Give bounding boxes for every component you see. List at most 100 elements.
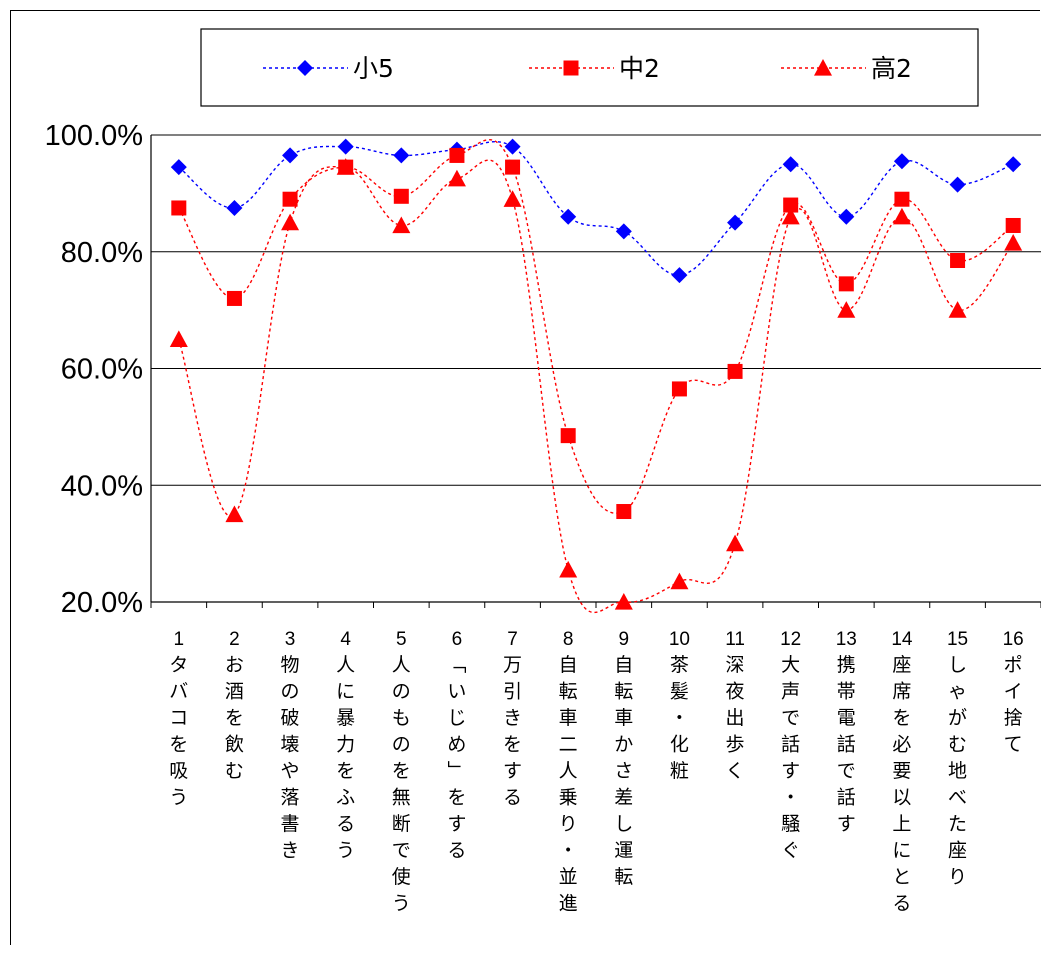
data-point-diamond — [282, 147, 299, 164]
x-category-char: る — [447, 840, 466, 862]
x-category-char: 車 — [614, 707, 633, 729]
legend-marker-diamond — [297, 60, 313, 76]
data-point-diamond — [838, 208, 855, 225]
x-category-char: 髪 — [670, 681, 689, 703]
data-point-square — [950, 253, 966, 269]
x-category-char: 声 — [781, 681, 800, 703]
x-category-char: 地 — [948, 760, 967, 782]
x-category-char: り — [559, 813, 578, 835]
y-tick-label: 100.0% — [45, 120, 143, 152]
x-category-char: 歩 — [726, 734, 745, 756]
x-category-char: ・ — [670, 707, 689, 729]
data-point-square — [894, 191, 910, 207]
data-point-triangle — [169, 330, 188, 347]
x-category-char: の — [392, 681, 411, 703]
x-category-char: 化 — [670, 734, 689, 756]
x-category-char: む — [948, 734, 967, 756]
x-category-char: 落 — [281, 787, 300, 809]
x-category-number: 1 — [174, 629, 185, 650]
x-category-char: で — [392, 840, 411, 862]
data-point-square — [171, 200, 187, 216]
data-point-square — [1005, 217, 1021, 233]
data-point-triangle — [726, 534, 745, 552]
x-category-char: た — [948, 813, 967, 835]
y-tick-label: 20.0% — [61, 587, 143, 619]
x-category-char: 吸 — [169, 760, 188, 782]
x-category-char: 粧 — [670, 760, 689, 782]
x-category-char: 夜 — [726, 681, 745, 703]
x-category-number: 2 — [229, 629, 240, 650]
x-category-char: 」 — [445, 760, 467, 779]
x-category-char: と — [892, 866, 911, 888]
data-point-diamond — [393, 147, 410, 164]
data-point-square — [671, 381, 687, 397]
x-category-char: 座 — [892, 654, 911, 676]
x-category-char: を — [392, 760, 411, 782]
x-category-number: 12 — [780, 629, 801, 650]
x-category-char: 暴 — [336, 707, 355, 729]
data-point-diamond — [337, 138, 354, 155]
data-point-diamond — [560, 208, 577, 225]
x-category-char: る — [336, 813, 355, 835]
x-category-char: む — [225, 760, 244, 782]
legend-marker-triangle — [814, 59, 832, 76]
data-point-triangle — [781, 207, 800, 225]
data-point-triangle — [892, 207, 911, 225]
x-category-char: し — [948, 654, 967, 676]
data-point-triangle — [503, 190, 522, 207]
x-category-char: コ — [169, 707, 188, 729]
x-category-char: 二 — [559, 734, 578, 756]
data-point-square — [226, 290, 242, 306]
data-point-triangle — [837, 301, 856, 318]
x-category-char: に — [336, 681, 355, 703]
x-category-number: 10 — [669, 629, 690, 650]
x-category-char: 車 — [559, 707, 578, 729]
x-category-char: 物 — [281, 654, 300, 676]
x-category-char: ・ — [559, 840, 578, 862]
x-category-char: を — [336, 760, 355, 782]
x-category-char: を — [892, 707, 911, 729]
data-point-diamond — [949, 176, 966, 193]
x-category-char: 自 — [559, 654, 578, 676]
x-category-number: 3 — [285, 629, 296, 650]
x-category-char: が — [948, 707, 967, 729]
data-point-square — [783, 197, 799, 213]
x-category-char: て — [1004, 734, 1023, 756]
x-category-char: で — [781, 707, 800, 729]
x-category-char: 転 — [614, 681, 633, 703]
x-category-number: 16 — [1003, 629, 1024, 650]
series-line-3 — [178, 159, 1014, 614]
data-point-diamond — [727, 214, 744, 231]
data-point-triangle — [281, 213, 300, 231]
x-category-label: 「いじめ」をする — [445, 654, 467, 861]
data-point-diamond — [671, 267, 688, 284]
line-chart: 小5 中2 高2 100.0%80.0%60.0%40.0%20.0%1タバコを吸う… — [45, 28, 1041, 915]
x-category-char: 以 — [892, 787, 911, 809]
x-category-char: に — [892, 840, 911, 862]
x-category-number: 6 — [452, 629, 463, 650]
data-point-triangle — [225, 505, 244, 523]
x-category-char: す — [447, 813, 466, 835]
x-category-char: 席 — [892, 681, 911, 703]
data-point-diamond — [226, 199, 243, 216]
legend-marker-square — [563, 60, 579, 76]
x-category-char: く — [726, 760, 745, 782]
data-point-square — [449, 147, 465, 163]
x-category-char: い — [447, 681, 466, 703]
x-category-char: 酒 — [225, 681, 244, 703]
data-point-triangle — [1004, 233, 1023, 251]
y-tick-label: 80.0% — [61, 237, 143, 269]
series-line-1 — [178, 141, 1014, 276]
data-point-triangle — [447, 169, 466, 187]
x-category-char: 上 — [892, 813, 911, 835]
data-point-triangle — [614, 593, 633, 610]
x-category-char: 進 — [559, 893, 578, 915]
x-category-char: ぐ — [781, 840, 800, 862]
x-category-char: 必 — [892, 734, 911, 756]
data-point-square — [505, 159, 521, 175]
